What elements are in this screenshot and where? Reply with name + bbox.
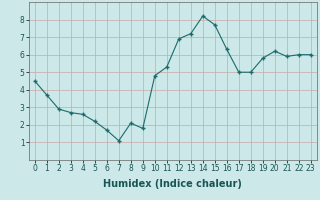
X-axis label: Humidex (Indice chaleur): Humidex (Indice chaleur) bbox=[103, 179, 242, 189]
